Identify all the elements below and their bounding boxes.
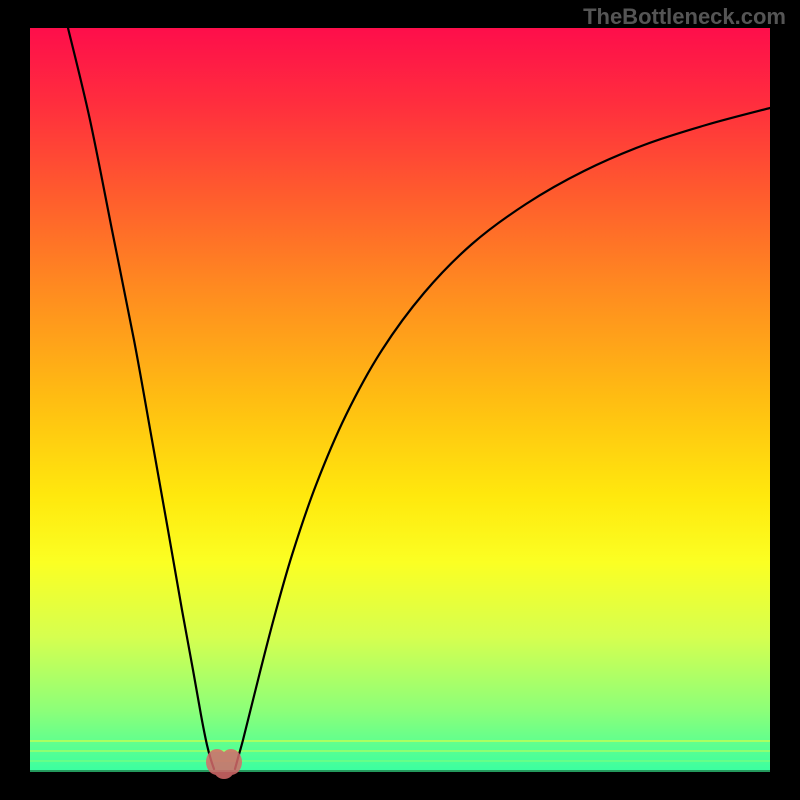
- bg-band: [30, 750, 770, 752]
- chart-container: TheBottleneck.com: [0, 0, 800, 800]
- watermark-text: TheBottleneck.com: [583, 4, 786, 30]
- bottleneck-chart: [0, 0, 800, 800]
- bg-band: [30, 770, 770, 772]
- bg-band: [30, 760, 770, 762]
- bg-band: [30, 740, 770, 742]
